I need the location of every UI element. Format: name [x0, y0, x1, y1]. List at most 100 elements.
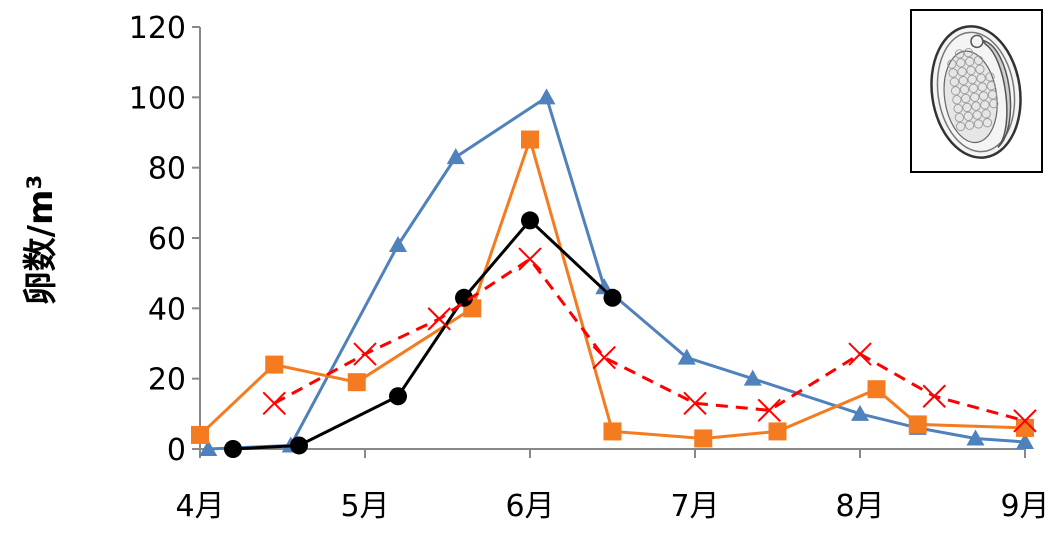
data-point [537, 88, 556, 105]
data-point [768, 422, 787, 441]
data-point [290, 436, 308, 455]
series-layer [191, 88, 1037, 458]
series-line [208, 94, 1026, 451]
yolk-cell [989, 98, 999, 109]
data-point [389, 387, 407, 406]
yolk-cell [963, 111, 973, 121]
yolk-cell [950, 86, 961, 96]
data-point [389, 236, 407, 253]
y-axis-label: 卵数/m³ [21, 175, 61, 306]
y-tick-label: 100 [129, 81, 186, 116]
data-point [757, 398, 781, 423]
x-tick-label: 9月 [1000, 489, 1049, 524]
y-tick-label: 60 [148, 222, 186, 257]
parasite-egg-icon [910, 9, 1043, 173]
yolk-cell [973, 119, 984, 129]
series-line [273, 257, 1026, 423]
yolk-cell [962, 102, 972, 113]
data-point [743, 369, 762, 386]
data-point [694, 429, 713, 448]
yolk-cell [975, 64, 985, 74]
yolk-cell [957, 67, 967, 77]
data-point [353, 342, 377, 366]
yolk-cell [954, 112, 965, 123]
yolk-cell [958, 76, 968, 86]
data-point [851, 404, 869, 421]
yolk-cell [987, 90, 998, 100]
data-point [199, 440, 218, 456]
data-point [191, 425, 209, 444]
larva-body [981, 39, 1012, 149]
yolk-cell [966, 65, 976, 76]
larva-head [970, 34, 984, 49]
data-point [867, 380, 886, 399]
data-point [265, 355, 284, 374]
y-tick-label: 0 [167, 433, 186, 468]
yolk-cell [959, 84, 970, 95]
x-tick-label: 4月 [175, 489, 224, 524]
yolk-cell [978, 91, 989, 101]
data-point [1013, 409, 1037, 433]
yolk-cell [956, 58, 966, 68]
yolk-cell [985, 72, 995, 82]
x-tick-label: 7月 [670, 489, 719, 524]
series-triangle [199, 88, 1034, 456]
yolk-cell [961, 93, 971, 104]
x-tick-label: 8月 [835, 489, 884, 524]
data-point [677, 348, 696, 365]
yolk-cell [981, 109, 991, 119]
series-x [262, 247, 1037, 433]
yolk-cell [971, 101, 981, 111]
y-tick-label: 120 [129, 11, 186, 46]
data-point [683, 391, 707, 415]
data-point [521, 211, 539, 230]
series-circle [224, 211, 622, 458]
series-line [232, 218, 614, 451]
data-point [966, 429, 985, 446]
yolk-cell [952, 95, 962, 105]
data-point [455, 288, 473, 307]
data-point [224, 440, 242, 458]
yolk-cell [954, 49, 965, 59]
yolk-cell [965, 56, 975, 67]
x-tick-label: 5月 [340, 489, 389, 524]
data-point [1016, 418, 1034, 437]
yolk-cell [986, 81, 996, 91]
data-point [521, 130, 539, 149]
yolk-cell [972, 110, 982, 120]
yolk-cell [982, 118, 993, 128]
data-point [603, 288, 622, 307]
yolk-cell [970, 92, 980, 102]
yolk-cell [963, 48, 974, 58]
y-tick-label: 80 [148, 152, 186, 187]
yolk-cell [948, 68, 958, 78]
yolk-cell [949, 77, 960, 87]
data-point [427, 307, 451, 331]
yolk-cell [977, 82, 988, 92]
yolk-cells [947, 48, 999, 132]
data-point [446, 148, 465, 165]
yolk-cell [973, 55, 984, 65]
data-point [518, 247, 542, 271]
yolk-cell [968, 83, 979, 93]
yolk-cell [955, 121, 966, 132]
data-point [262, 391, 286, 415]
yolk-cell [980, 100, 990, 110]
data-point [1016, 432, 1034, 449]
data-point [908, 415, 927, 434]
y-tick-label: 40 [148, 292, 186, 327]
y-tick-label: 20 [148, 363, 186, 398]
yolk-cell [953, 103, 963, 114]
yolk-cell [947, 59, 957, 69]
yolk-cell [967, 74, 977, 85]
data-point [603, 422, 622, 441]
x-tick-label: 6月 [505, 489, 554, 524]
data-point [347, 373, 366, 392]
data-point [592, 345, 616, 370]
yolk-cell [976, 73, 986, 83]
egg-inner-shell [936, 31, 1016, 153]
data-point [922, 384, 946, 408]
yolk-cell [964, 120, 975, 130]
axes: 0 20 40 60 80 100 120 4月 5月 6月 7月 8月 9月 [129, 11, 1050, 524]
